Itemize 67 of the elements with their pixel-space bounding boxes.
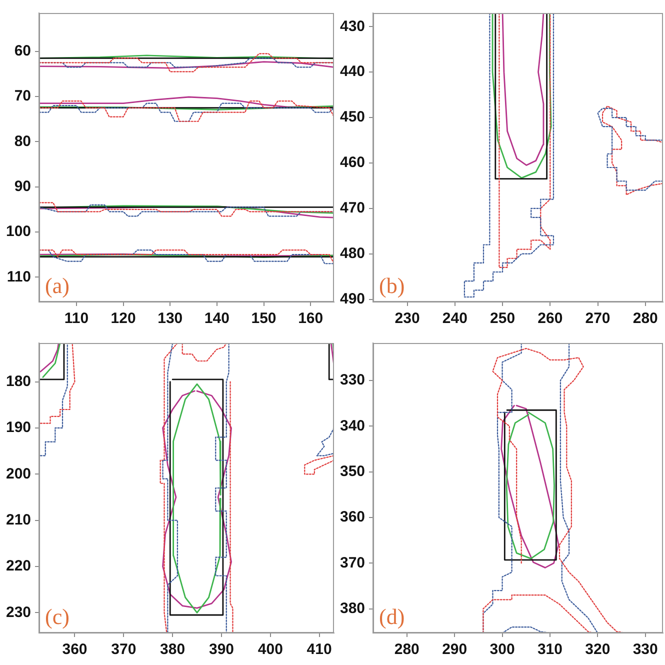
line-series (39, 53, 334, 72)
x-tick-label: 260 (538, 310, 563, 328)
x-tick-label: 300 (490, 641, 515, 658)
y-tick-label: 470 (340, 200, 366, 217)
annotation: (b) (379, 272, 405, 298)
line-series (40, 343, 68, 456)
line-series (39, 250, 334, 264)
y-tick-label: 370 (340, 554, 366, 572)
line-series (482, 343, 522, 633)
y-tick-label: 220 (6, 558, 32, 575)
y-tick-label: 480 (340, 244, 366, 262)
x-tick-label: 130 (158, 310, 183, 328)
y-tick-label: 210 (6, 511, 32, 528)
y-tick-label: 110 (6, 268, 32, 286)
y-tick-label: 60 (14, 42, 32, 60)
y-tick-label: 70 (14, 88, 32, 105)
x-tick-label: 160 (298, 310, 324, 328)
x-tick-label: 150 (251, 310, 276, 328)
x-tick-label: 240 (442, 310, 468, 328)
x-tick-label: 320 (585, 641, 610, 658)
y-tick-label: 100 (6, 223, 32, 240)
y-tick-label: 230 (6, 604, 32, 621)
annotation: (c) (45, 604, 70, 629)
y-tick-label: 340 (340, 417, 366, 434)
y-tick-label: 350 (340, 462, 366, 480)
x-tick-label: 290 (442, 641, 468, 658)
x-tick-label: 400 (258, 641, 283, 658)
x-tick-label: 330 (632, 641, 658, 658)
x-tick-label: 370 (111, 641, 136, 658)
x-tick-label: 110 (64, 310, 89, 328)
x-tick-label: 120 (110, 310, 136, 328)
x-tick-label: 250 (490, 310, 516, 328)
x-tick-label: 410 (306, 641, 332, 658)
line-series (182, 343, 227, 362)
y-tick-label: 190 (6, 419, 32, 436)
y-tick-label: 450 (340, 108, 366, 126)
y-tick-label: 460 (340, 154, 366, 172)
annotation: (d) (379, 604, 405, 629)
line-series (464, 13, 554, 298)
y-tick-label: 440 (340, 63, 366, 80)
y-tick-label: 90 (14, 178, 32, 195)
y-tick-label: 490 (340, 290, 366, 308)
y-tick-label: 180 (6, 372, 32, 390)
line-series (482, 594, 594, 633)
line-series (498, 13, 551, 268)
x-tick-label: 230 (394, 310, 420, 328)
line-series (40, 343, 76, 424)
y-tick-label: 430 (340, 18, 366, 35)
line-series (316, 427, 334, 456)
x-tick-label: 280 (632, 310, 658, 328)
line-series (304, 455, 334, 475)
y-tick-label: 200 (6, 465, 32, 482)
line-series (560, 343, 598, 633)
x-tick-label: 270 (585, 310, 610, 328)
annotation: (a) (45, 272, 70, 298)
line-series (215, 343, 230, 633)
x-tick-label: 380 (160, 641, 186, 658)
y-tick-label: 80 (14, 132, 32, 150)
x-tick-label: 390 (208, 641, 234, 658)
y-tick-label: 380 (340, 600, 366, 617)
x-tick-label: 280 (394, 641, 420, 658)
y-tick-label: 360 (340, 508, 366, 526)
x-tick-label: 360 (62, 641, 88, 658)
line-series (230, 381, 234, 633)
y-tick-label: 330 (340, 372, 366, 389)
x-tick-label: 140 (204, 310, 230, 328)
x-tick-label: 310 (537, 641, 562, 658)
